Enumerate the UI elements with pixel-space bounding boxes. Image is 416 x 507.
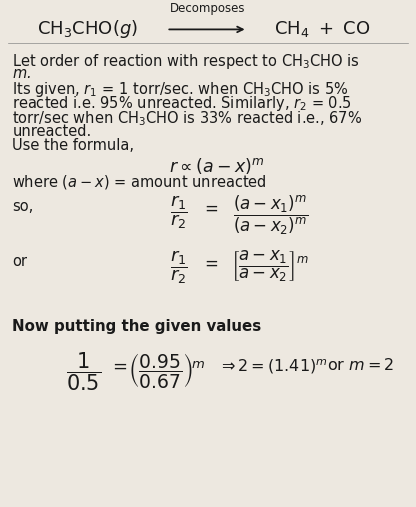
Text: Use the formula,: Use the formula, <box>12 138 134 154</box>
Text: $\mathrm{CH_3CHO}(g)$: $\mathrm{CH_3CHO}(g)$ <box>37 18 138 41</box>
Text: $=$: $=$ <box>201 255 219 272</box>
Text: Now putting the given values: Now putting the given values <box>12 319 262 335</box>
Text: $\left(\dfrac{0.95}{0.67}\right)^{\!m}$: $\left(\dfrac{0.95}{0.67}\right)^{\!m}$ <box>128 351 205 390</box>
Text: $\dfrac{r_1}{r_2}$: $\dfrac{r_1}{r_2}$ <box>170 248 188 286</box>
Text: Let order of reaction with respect to $\mathrm{CH_3CHO}$ is: Let order of reaction with respect to $\… <box>12 52 360 70</box>
Text: $=$: $=$ <box>201 200 219 217</box>
Text: $m$.: $m$. <box>12 66 32 82</box>
Text: $\dfrac{r_1}{r_2}$: $\dfrac{r_1}{r_2}$ <box>170 194 188 231</box>
Text: $=$: $=$ <box>109 357 128 375</box>
Text: $\Rightarrow 2 = (1.41)^m$: $\Rightarrow 2 = (1.41)^m$ <box>218 357 328 376</box>
Text: $\dfrac{(a - x_1)^m}{(a - x_2)^m}$: $\dfrac{(a - x_1)^m}{(a - x_2)^m}$ <box>233 194 308 237</box>
Text: $\dfrac{1}{0.5}$: $\dfrac{1}{0.5}$ <box>66 351 101 393</box>
Text: unreacted.: unreacted. <box>12 124 92 139</box>
Text: $\mathrm{CH_4}\ +\ \mathrm{CO}$: $\mathrm{CH_4}\ +\ \mathrm{CO}$ <box>274 19 371 40</box>
Text: where $(a - x)$ = amount unreacted: where $(a - x)$ = amount unreacted <box>12 173 267 191</box>
Text: $r \propto (a - x)^m$: $r \propto (a - x)^m$ <box>168 156 264 176</box>
Text: Its given, $r_1$ = 1 torr/sec. when $\mathrm{CH_3CHO}$ is 5%: Its given, $r_1$ = 1 torr/sec. when $\ma… <box>12 80 349 98</box>
Text: Decomposes: Decomposes <box>169 2 245 15</box>
Text: so,: so, <box>12 199 34 214</box>
Text: reacted i.e. 95% unreacted. Similarly, $r_2$ = 0.5: reacted i.e. 95% unreacted. Similarly, $… <box>12 94 352 113</box>
Text: or $m = 2$: or $m = 2$ <box>327 357 394 373</box>
Text: $\left[\dfrac{a - x_1}{a - x_2}\right]^m$: $\left[\dfrac{a - x_1}{a - x_2}\right]^m… <box>231 248 310 283</box>
Text: or: or <box>12 254 27 269</box>
Text: torr/sec when $\mathrm{CH_3CHO}$ is 33% reacted i.e., 67%: torr/sec when $\mathrm{CH_3CHO}$ is 33% … <box>12 109 363 128</box>
